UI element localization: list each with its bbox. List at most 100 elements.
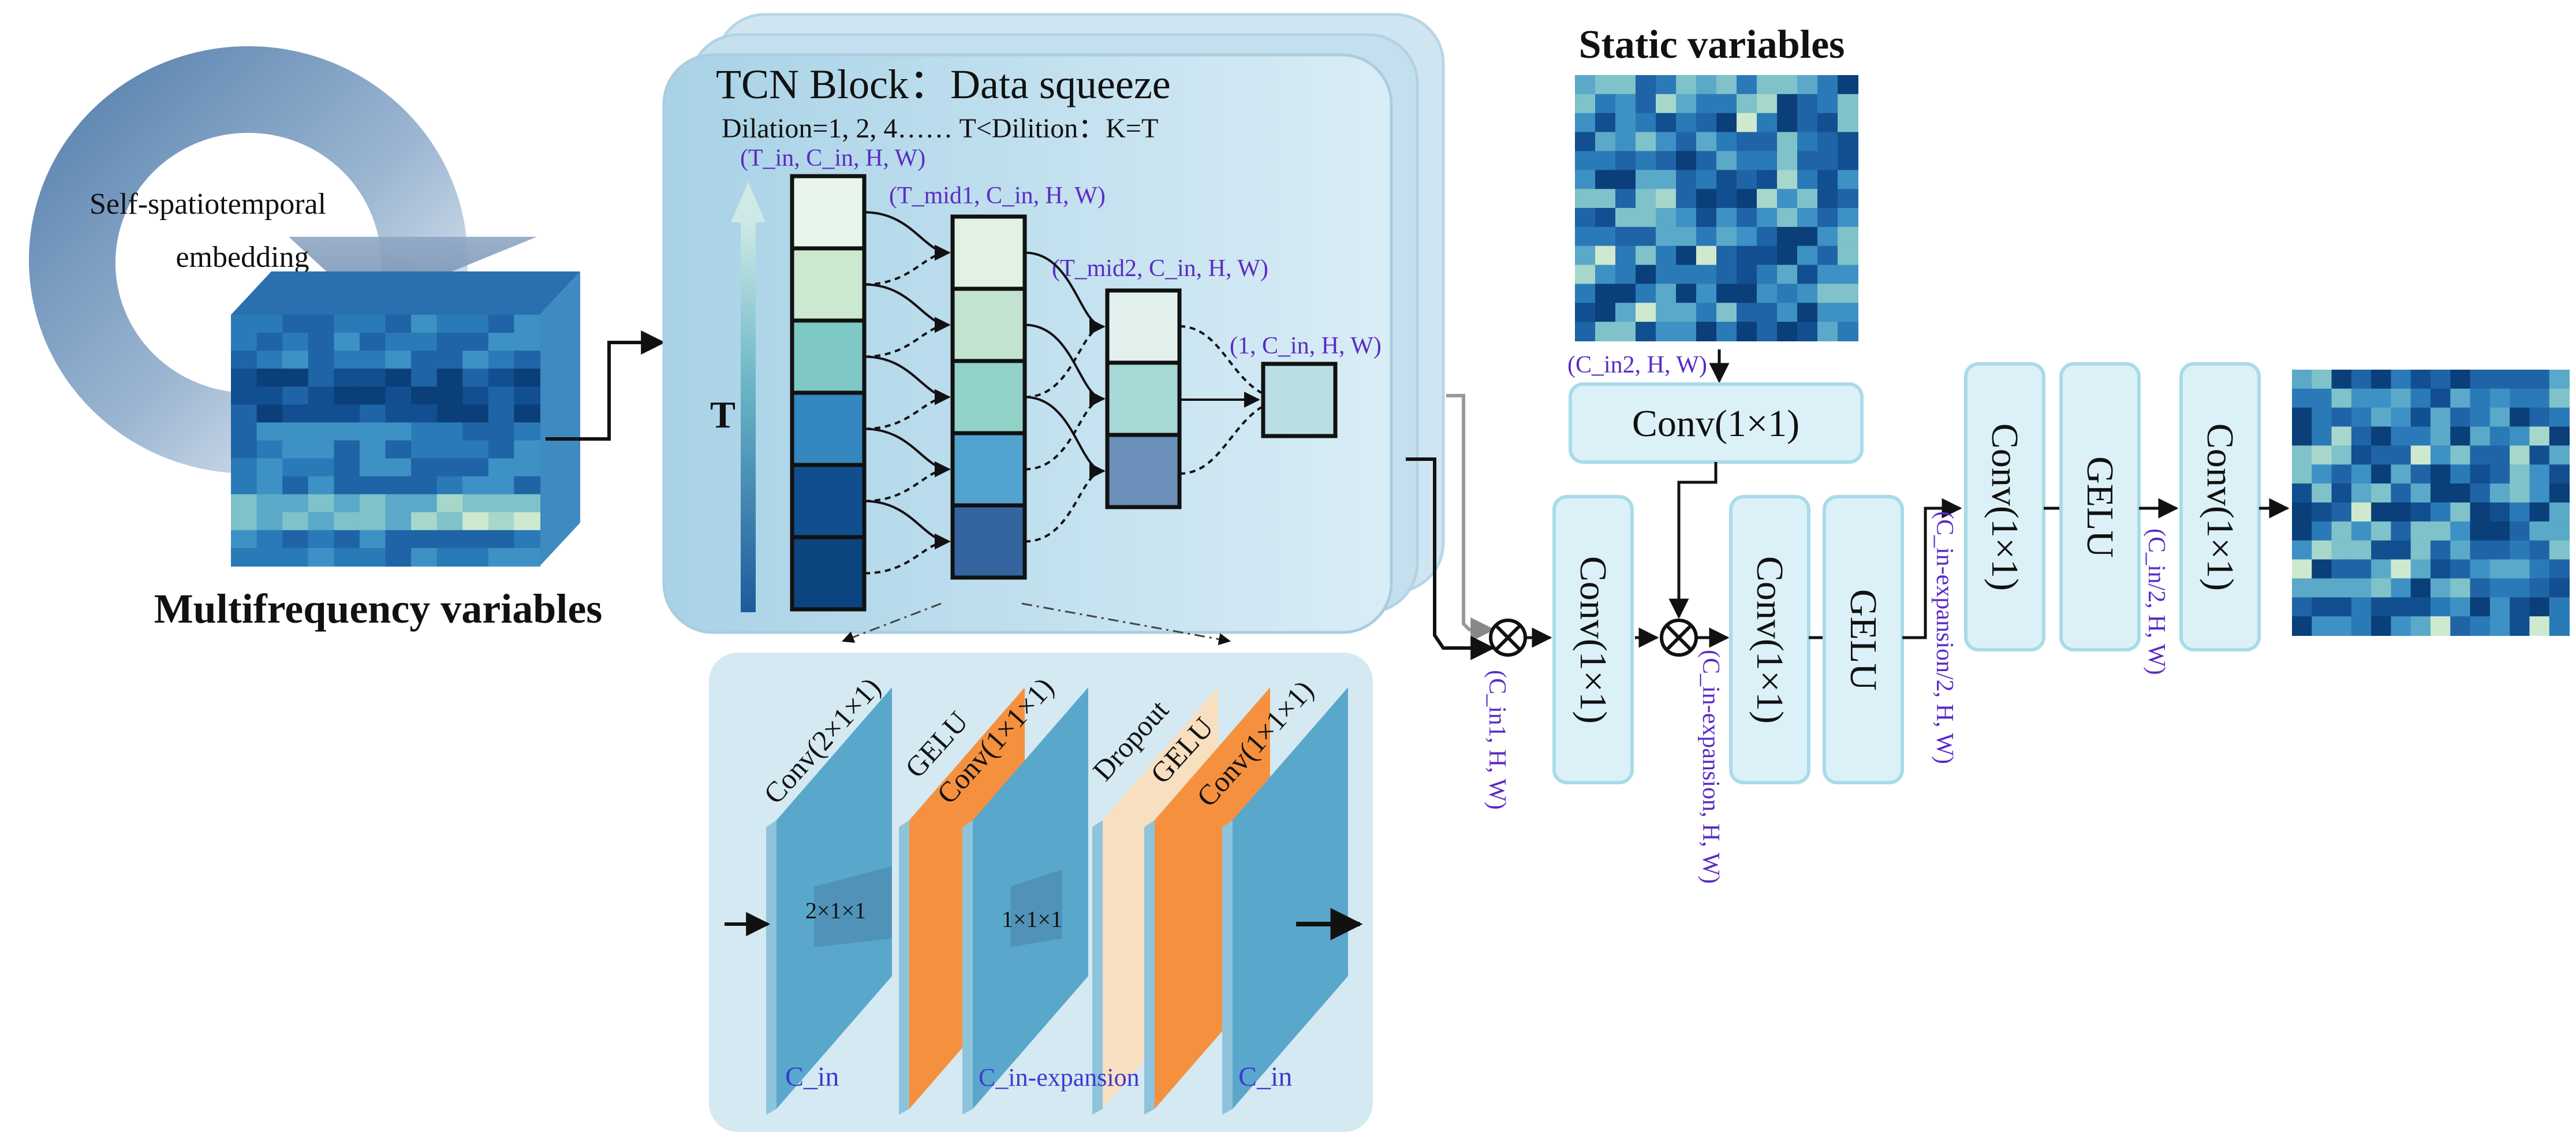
cube-cell (488, 530, 515, 549)
map-cell (1737, 151, 1757, 171)
map-cell (2431, 445, 2451, 466)
cube-cell (411, 440, 438, 459)
cube-cell (308, 404, 335, 423)
map-cell (1656, 265, 1677, 285)
map-cell (1737, 284, 1757, 304)
map-cell (2510, 521, 2530, 541)
multiply-node-1 (1489, 619, 1527, 657)
static-variables-map (1575, 75, 1858, 341)
map-cell (1797, 303, 1818, 323)
tcn-link-solid (864, 283, 951, 333)
map-cell (2292, 370, 2313, 389)
cube-cell (334, 440, 360, 459)
conv-static-label: Conv(1×1) (1632, 403, 1800, 445)
cube-cell (359, 386, 386, 405)
cexp-label: C_in-expansion (979, 1063, 1140, 1092)
cube-cell (256, 368, 283, 388)
multifrequency-label: Multifrequency variables (154, 586, 603, 632)
cube-cell (462, 333, 489, 352)
cube-cell (514, 530, 540, 549)
tcn-link-dashed (864, 396, 950, 430)
cube-cell (359, 351, 386, 370)
tcn-output-connector-gray (1446, 394, 1495, 642)
cube-cell (334, 422, 360, 441)
tcn-link-dashed (1179, 406, 1263, 475)
map-cell (1575, 75, 1596, 95)
tcn-cell-3 (1105, 433, 1182, 509)
map-cell (2431, 540, 2451, 560)
map-cell (1656, 151, 1677, 171)
tcn-columns (790, 174, 1338, 612)
map-cell (1636, 113, 1656, 133)
map-cell (2489, 597, 2511, 617)
cube-cell (488, 458, 515, 477)
map-cell (2292, 483, 2313, 503)
cube-cell (514, 458, 540, 477)
map-cell (2331, 426, 2352, 446)
map-cell (2510, 540, 2530, 560)
map-cell (1636, 303, 1656, 323)
map-cell (1636, 284, 1656, 304)
cube-cell (488, 512, 515, 531)
cube-cell (411, 458, 438, 477)
map-cell (2391, 370, 2411, 389)
map-cell (2549, 388, 2570, 408)
tcn-cell-1 (790, 318, 867, 395)
cube-cell (411, 422, 438, 441)
gelu-b-block: GELU (1823, 495, 1904, 784)
map-cell (2351, 370, 2372, 389)
map-cell (1595, 189, 1616, 209)
cube-cell (231, 333, 257, 352)
gelu-1-layer-edge (899, 820, 909, 1115)
map-cell (1696, 151, 1717, 171)
map-cell (1595, 170, 1616, 190)
map-cell (2371, 370, 2392, 389)
map-cell (1838, 265, 1858, 285)
map-cell (1636, 75, 1656, 95)
tcn-link-dashed (864, 251, 950, 286)
cube-cell (334, 351, 360, 370)
map-cell (2391, 407, 2411, 427)
conv-static-block: Conv(1×1) (1569, 382, 1864, 464)
cube-cell (385, 440, 412, 459)
map-cell (1716, 94, 1737, 114)
map-cell (2470, 445, 2491, 466)
map-cell (2529, 597, 2550, 617)
map-cell (2470, 578, 2491, 598)
map-cell (2331, 559, 2352, 579)
map-cell (1838, 226, 1858, 247)
map-cell (2331, 540, 2352, 560)
cube-cell (308, 530, 335, 549)
map-cell (1676, 75, 1697, 95)
map-cell (2510, 388, 2530, 408)
cube-cell (334, 530, 360, 549)
map-cell (2351, 616, 2372, 636)
map-cell (2292, 407, 2313, 427)
map-cell (2431, 616, 2451, 636)
cube-cell (308, 458, 335, 477)
cube-cell (359, 512, 386, 531)
tcn-link-dashed (1179, 325, 1262, 394)
map-cell (1757, 284, 1778, 304)
map-cell (1676, 208, 1697, 228)
kernel-1x1x1 (1010, 869, 1062, 947)
cube-cell (308, 368, 335, 388)
cube-cell (385, 548, 412, 567)
map-cell (1817, 132, 1838, 152)
cube-cell (462, 422, 489, 441)
cube-cell (231, 422, 257, 441)
cube-cell (436, 386, 464, 405)
cube-cell (488, 386, 515, 405)
map-cell (1817, 322, 1838, 341)
tcn-link-solid (864, 500, 951, 550)
map-cell (2510, 502, 2530, 522)
cube-cell (411, 404, 438, 423)
map-cell (1595, 94, 1616, 114)
dim-half: (C_in-expansion/2, H, W) (1931, 511, 1958, 764)
cube-cell (282, 494, 309, 513)
cube-cell (282, 530, 309, 549)
map-cell (1696, 132, 1717, 152)
map-cell (2549, 426, 2570, 446)
cube-cell (514, 512, 540, 531)
